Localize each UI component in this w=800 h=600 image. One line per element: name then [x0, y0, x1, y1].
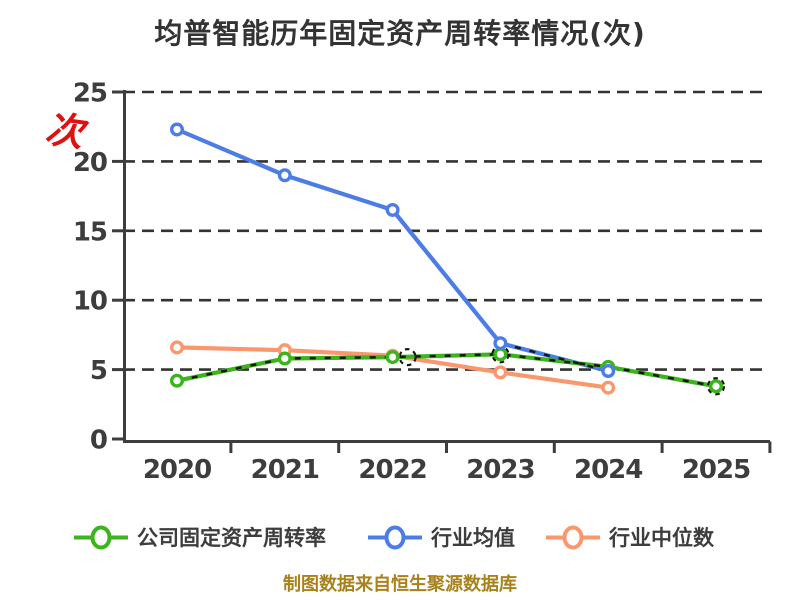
marker-dash-ring	[706, 377, 726, 396]
y-tick-label: 0	[90, 426, 107, 456]
legend-item-industry-median: 行业中位数	[546, 522, 714, 552]
data-point-marker-1	[493, 336, 508, 351]
data-point-marker-0	[709, 379, 724, 394]
y-tick-label: 15	[73, 217, 107, 247]
x-tick-label: 2020	[143, 455, 211, 485]
series-line-1	[174, 127, 611, 374]
x-tick-label: 2021	[251, 455, 319, 485]
data-source-caption: 制图数据来自恒生聚源数据库	[283, 574, 517, 595]
y-tick-label: 10	[73, 287, 107, 317]
data-point-marker-1	[601, 363, 616, 378]
y-tick-label: 20	[73, 148, 107, 178]
data-point-marker-1	[385, 202, 400, 217]
series-line-1-dash-overlay	[500, 342, 609, 373]
legend-marker-green	[74, 525, 128, 549]
y-tick-label: 25	[73, 79, 107, 109]
legend-label-company-turnover: 公司固定资产周转率	[137, 526, 326, 550]
x-tick-label: 2022	[358, 455, 426, 485]
data-point-marker-2	[169, 340, 184, 355]
data-point-marker-2	[601, 380, 616, 395]
data-point-marker-0	[385, 350, 400, 365]
legend-label-industry-mean: 行业均值	[431, 526, 515, 550]
x-tick-label: 2024	[574, 455, 642, 485]
y-tick-label: 5	[90, 356, 107, 386]
legend-label-industry-median: 行业中位数	[609, 526, 714, 550]
chart-title: 均普智能历年固定资产周转率情况(次)	[154, 17, 646, 50]
data-point-marker-1	[169, 122, 184, 137]
data-point-marker-0	[169, 373, 184, 388]
legend-item-industry-mean: 行业均值	[368, 522, 515, 552]
series-line-0-dash-overlay	[176, 353, 717, 388]
data-point-marker-2	[493, 365, 508, 380]
x-tick-label: 2023	[466, 455, 534, 485]
data-point-marker-1	[277, 168, 292, 183]
legend-marker-orange	[546, 525, 600, 549]
data-point-marker-0	[493, 347, 508, 362]
x-tick-label: 2025	[682, 455, 750, 485]
data-point-marker-0	[277, 351, 292, 366]
legend-item-company-turnover: 公司固定资产周转率	[74, 522, 326, 552]
marker-dash-ring	[398, 348, 417, 367]
legend-marker-blue	[368, 525, 422, 549]
